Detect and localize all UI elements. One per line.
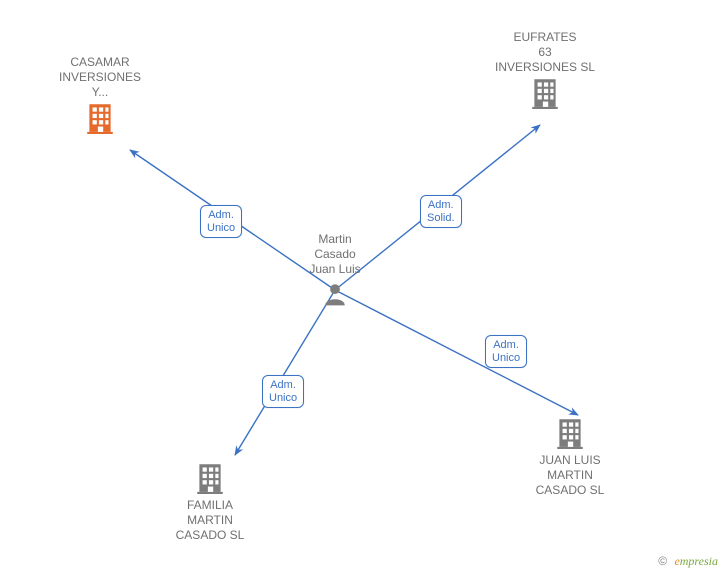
company-juanluis[interactable]: JUAN LUIS MARTIN CASADO SL <box>510 415 630 498</box>
edge-juanluis-label: Adm. Unico <box>485 335 527 368</box>
company-eufrates[interactable]: EUFRATES 63 INVERSIONES SL <box>485 30 605 113</box>
company-eufrates-label: EUFRATES 63 INVERSIONES SL <box>485 30 605 75</box>
footer-copyright: © empresia <box>658 554 718 569</box>
edge-eufrates-label: Adm. Solid. <box>420 195 462 228</box>
company-juanluis-label: JUAN LUIS MARTIN CASADO SL <box>510 453 630 498</box>
company-casamar-label: CASAMAR INVERSIONES Y... <box>40 55 160 100</box>
edge-familia-label: Adm. Unico <box>262 375 304 408</box>
center-person-node[interactable]: Martin Casado Juan Luis <box>285 232 385 311</box>
center-person-label: Martin Casado Juan Luis <box>285 232 385 277</box>
company-familia-label: FAMILIA MARTIN CASADO SL <box>150 498 270 543</box>
edge-familia-line <box>235 290 335 455</box>
building-icon <box>528 75 562 109</box>
company-familia[interactable]: FAMILIA MARTIN CASADO SL <box>150 460 270 543</box>
brand-rest: mpresia <box>680 554 718 568</box>
building-icon <box>193 460 227 494</box>
person-icon <box>322 281 348 307</box>
building-icon <box>553 415 587 449</box>
company-casamar[interactable]: CASAMAR INVERSIONES Y... <box>40 55 160 138</box>
building-icon <box>83 100 117 134</box>
diagram-stage: Martin Casado Juan Luis CASAMAR INVERSIO… <box>0 0 728 575</box>
copyright-symbol: © <box>658 554 667 568</box>
edge-casamar-label: Adm. Unico <box>200 205 242 238</box>
